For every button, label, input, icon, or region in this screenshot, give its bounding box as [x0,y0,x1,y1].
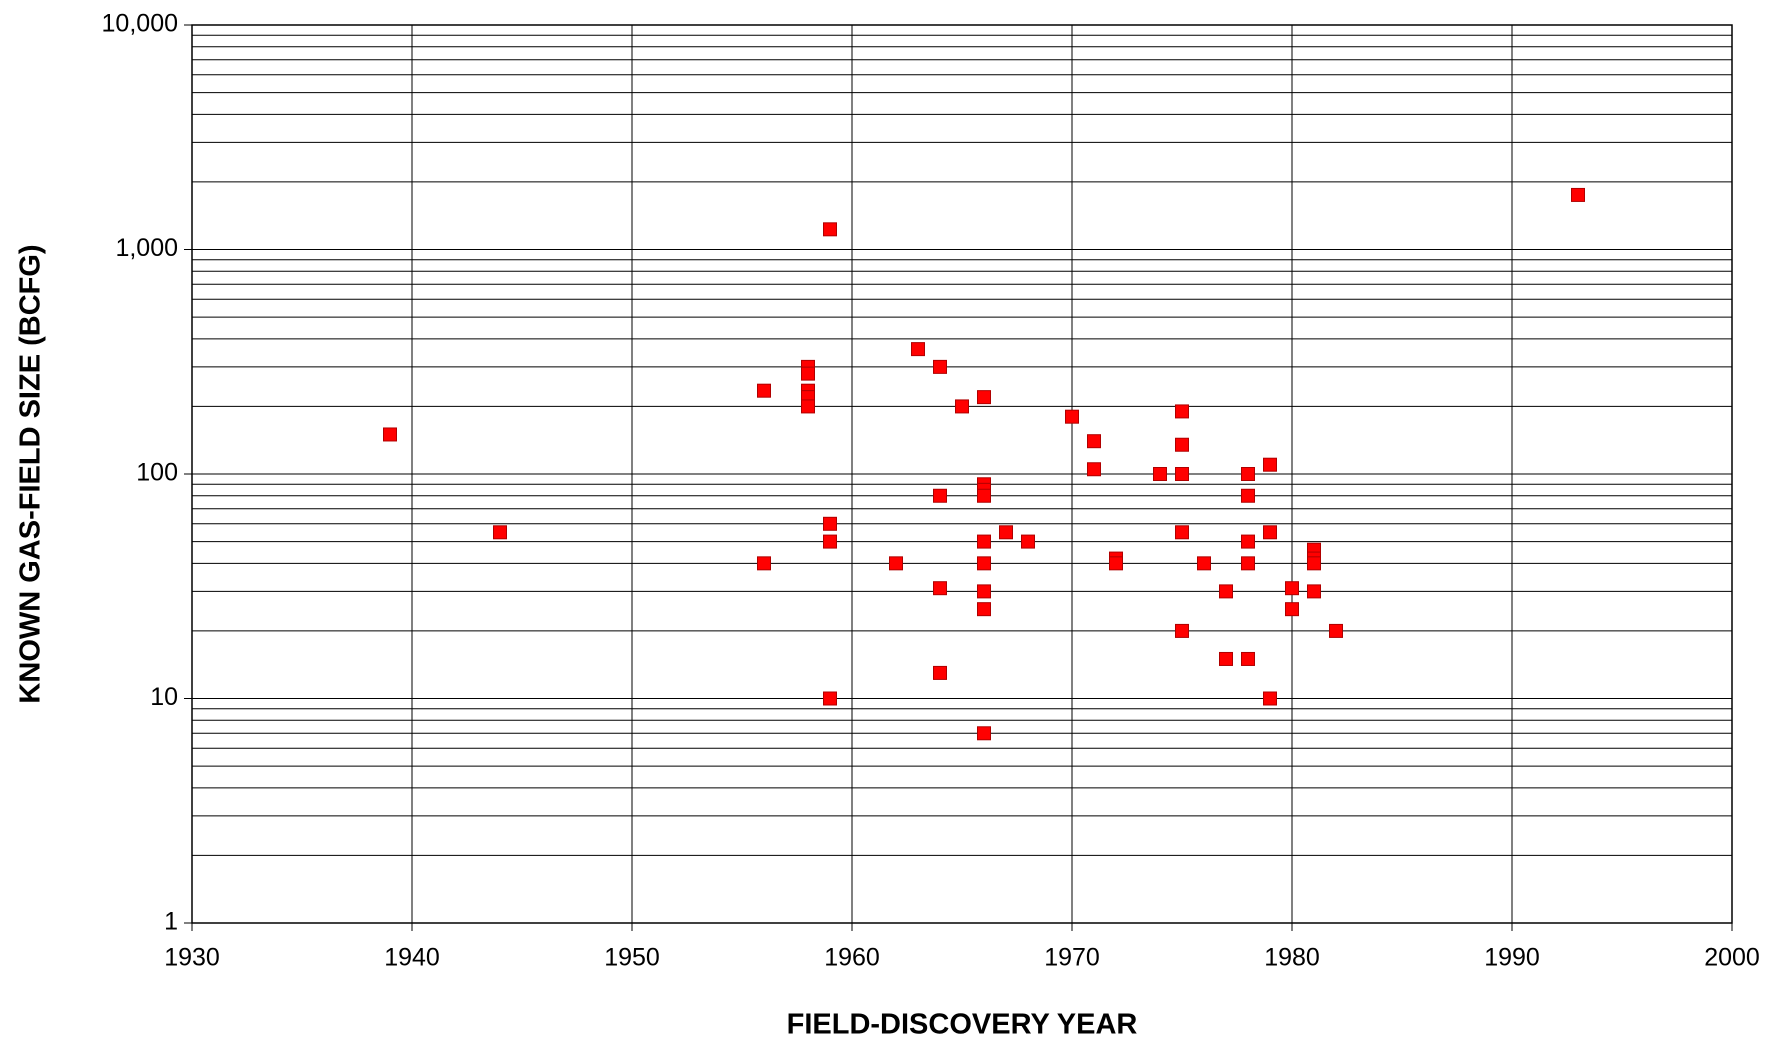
point [1175,467,1189,481]
point [933,665,947,680]
point [1263,525,1277,540]
point [1241,534,1255,549]
y-tick-label: 100 [136,459,178,487]
x-tick-label: 1990 [1484,944,1540,972]
point [911,342,925,357]
point [1219,651,1233,666]
point [977,602,991,617]
y-tick-label: 1 [164,908,178,936]
point [977,556,991,571]
point [977,488,991,503]
point [1571,187,1585,202]
point [823,222,837,237]
x-tick-label: 1960 [824,944,880,972]
point [1175,404,1189,419]
point [1241,556,1255,571]
point [933,488,947,503]
point [383,427,397,442]
point [1175,437,1189,452]
point [1285,581,1299,596]
point [1109,556,1123,571]
point [1197,556,1211,571]
point [1087,462,1101,477]
x-tick-label: 1980 [1264,944,1320,972]
point [823,691,837,706]
point [1263,691,1277,706]
point [1065,409,1079,424]
point [1241,488,1255,503]
x-tick-label: 1930 [164,944,220,972]
point [999,525,1013,540]
point [757,383,771,398]
point [1175,623,1189,638]
y-tick-label: 1,000 [115,234,178,262]
x-tick-label: 2000 [1704,944,1760,972]
point [1263,457,1277,472]
plot-frame [191,24,1733,924]
point [1175,525,1189,540]
point [757,556,771,571]
x-tick-label: 1970 [1044,944,1100,972]
point [933,359,947,374]
point [1307,584,1321,599]
point [1021,534,1035,549]
point [801,366,815,381]
x-tick-label: 1950 [604,944,660,972]
y-tick-label: 10,000 [102,10,178,38]
point [977,726,991,741]
point [1241,651,1255,666]
point [1219,584,1233,599]
point [977,584,991,599]
point [823,534,837,549]
point [977,390,991,405]
point [1241,467,1255,481]
x-axis-label: FIELD-DISCOVERY YEAR [787,1009,1138,1041]
point [1087,434,1101,449]
point [1307,556,1321,571]
point [977,534,991,549]
y-axis-label: KNOWN GAS-FIELD SIZE (BCFG) [15,244,47,703]
point [801,399,815,414]
point [889,556,903,571]
y-tick-label: 10 [150,683,178,711]
point [955,399,969,414]
point [1329,623,1343,638]
x-tick-label: 1940 [384,944,440,972]
point [933,581,947,596]
point [493,525,507,540]
point [1153,467,1167,481]
point [823,516,837,531]
point [1285,602,1299,617]
